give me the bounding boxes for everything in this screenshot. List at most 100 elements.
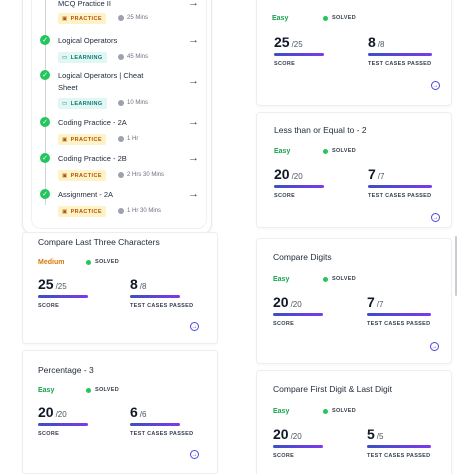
arrow-right-icon[interactable]: → <box>188 188 199 200</box>
practice-icon: ▣ <box>62 15 68 22</box>
status-text: SOLVED <box>332 15 357 21</box>
arrow-circle-right-icon[interactable]: → <box>430 342 439 351</box>
score-label: SCORE <box>38 431 60 437</box>
score-value: 20 <box>38 404 54 420</box>
clock-icon <box>118 172 124 178</box>
problem-card[interactable]: Easy SOLVED 25/25 SCORE 8/8 TEST CASES P… <box>256 0 452 106</box>
clock-icon <box>118 136 124 142</box>
arrow-circle-right-icon[interactable]: → <box>431 81 440 90</box>
solved-dot-icon <box>323 408 328 414</box>
score-label: SCORE <box>273 321 295 327</box>
timeline-item-title: Coding Practice - 2A <box>58 118 127 127</box>
score-label: SCORE <box>38 303 60 309</box>
test-cases-metric: 8/8 TEST CASES PASSED <box>368 34 432 67</box>
timeline-item-title: Assignment - 2A <box>58 190 114 199</box>
problem-card[interactable]: Percentage - 3 Easy SOLVED 20/20 SCORE 6… <box>22 350 218 474</box>
duration-text: 1 Hr 30 Mins <box>127 208 162 214</box>
score-metric: 20/20 SCORE <box>38 404 88 437</box>
score-max: /25 <box>55 282 67 291</box>
practice-icon: ▣ <box>62 136 68 143</box>
score-metric: 20/20 SCORE <box>273 426 323 459</box>
score-bar <box>274 185 324 188</box>
arrow-circle-right-icon[interactable]: → <box>190 322 199 331</box>
problem-title: Compare Last Three Characters <box>38 237 160 247</box>
tests-max: /7 <box>376 300 384 309</box>
score-value: 20 <box>274 166 290 182</box>
practice-icon: ▣ <box>62 208 68 215</box>
tests-max: /7 <box>377 172 385 181</box>
arrow-right-icon[interactable]: → <box>188 0 199 9</box>
course-timeline-card <box>22 0 212 234</box>
score-bar <box>274 53 324 56</box>
timeline-item[interactable]: ✓ Logical Operators | Cheat Sheet → ▭ LEA… <box>40 70 210 110</box>
book-icon: ▭ <box>62 54 68 61</box>
problem-card[interactable]: Compare Last Three Characters Medium SOL… <box>22 232 218 344</box>
test-cases-metric: 5/5 TEST CASES PASSED <box>367 426 431 459</box>
score-max: /20 <box>290 432 302 441</box>
score-metric: 25/25 SCORE <box>274 34 324 67</box>
tests-max: /8 <box>139 282 147 291</box>
problem-card[interactable]: Compare Digits Easy SOLVED 20/20 SCORE 7… <box>256 238 452 364</box>
status-text: SOLVED <box>332 148 357 154</box>
arrow-right-icon[interactable]: → <box>188 152 199 164</box>
solved-status: SOLVED <box>86 387 119 393</box>
score-label: SCORE <box>274 61 296 67</box>
tests-bar <box>368 185 432 188</box>
timeline-item[interactable]: ✓ Coding Practice - 2B → ▣ PRACTICE 2 Hrs… <box>40 152 210 183</box>
status-text: SOLVED <box>332 276 357 282</box>
arrow-right-icon[interactable]: → <box>188 34 199 46</box>
score-bar <box>38 295 88 298</box>
problem-title: Less than or Equal to - 2 <box>274 125 367 135</box>
practice-badge: ▣ PRACTICE <box>58 170 106 181</box>
practice-badge: ▣ PRACTICE <box>58 134 106 145</box>
clock-icon <box>118 54 124 60</box>
duration-text: 2 Hrs 30 Mins <box>127 172 165 178</box>
tests-value: 5 <box>367 426 375 442</box>
problem-title: Compare Digits <box>273 252 332 262</box>
tests-value: 8 <box>130 276 138 292</box>
problem-card[interactable]: Compare First Digit & Last Digit Easy SO… <box>256 370 452 474</box>
test-cases-metric: 8/8 TEST CASES PASSED <box>130 276 193 309</box>
check-icon: ✓ <box>40 117 50 127</box>
timeline-item[interactable]: MCQ Practice II → ▣ PRACTICE 25 Mins <box>40 0 210 28</box>
score-bar <box>273 445 323 448</box>
difficulty-label: Easy <box>38 387 55 394</box>
arrow-right-icon[interactable]: → <box>188 116 199 128</box>
duration: 1 Hr 30 Mins <box>118 208 161 214</box>
score-bar <box>38 423 88 426</box>
practice-badge: ▣ PRACTICE <box>58 206 106 217</box>
solved-status: SOLVED <box>323 408 356 414</box>
test-cases-metric: 7/7 TEST CASES PASSED <box>368 166 432 199</box>
duration: 2 Hrs 30 Mins <box>118 172 164 178</box>
solved-status: SOLVED <box>323 148 356 154</box>
check-icon: ✓ <box>40 70 50 80</box>
duration: 25 Mins <box>118 15 148 21</box>
tests-max: /6 <box>139 410 147 419</box>
badge-label: LEARNING <box>70 100 103 107</box>
practice-icon: ▣ <box>62 172 68 179</box>
score-value: 25 <box>38 276 54 292</box>
score-label: SCORE <box>273 453 295 459</box>
solved-status: SOLVED <box>323 15 356 21</box>
duration: 1 Hr <box>118 136 138 142</box>
learning-badge: ▭ LEARNING <box>58 52 107 63</box>
score-max: /20 <box>291 172 303 181</box>
timeline-item[interactable]: ✓ Coding Practice - 2A → ▣ PRACTICE 1 Hr <box>40 116 210 147</box>
tests-value: 7 <box>367 294 375 310</box>
scrollbar[interactable] <box>455 236 457 296</box>
arrow-circle-right-icon[interactable]: → <box>431 213 440 222</box>
tests-bar <box>368 53 432 56</box>
timeline-item[interactable]: ✓ Logical Operators → ▭ LEARNING 45 Mins <box>40 34 210 65</box>
problem-card[interactable]: Less than or Equal to - 2 Easy SOLVED 20… <box>256 112 452 228</box>
duration-text: 45 Mins <box>127 54 149 60</box>
difficulty-label: Easy <box>273 276 290 283</box>
tests-bar <box>130 423 180 426</box>
arrow-right-icon[interactable]: → <box>188 75 199 87</box>
score-value: 25 <box>274 34 290 50</box>
timeline-item-title: MCQ Practice II <box>58 0 111 8</box>
arrow-circle-right-icon[interactable]: → <box>190 450 199 459</box>
status-text: SOLVED <box>95 387 120 393</box>
timeline-item[interactable]: ✓ Assignment - 2A → ▣ PRACTICE 1 Hr 30 Mi… <box>40 188 210 219</box>
tests-label: TEST CASES PASSED <box>130 431 194 437</box>
